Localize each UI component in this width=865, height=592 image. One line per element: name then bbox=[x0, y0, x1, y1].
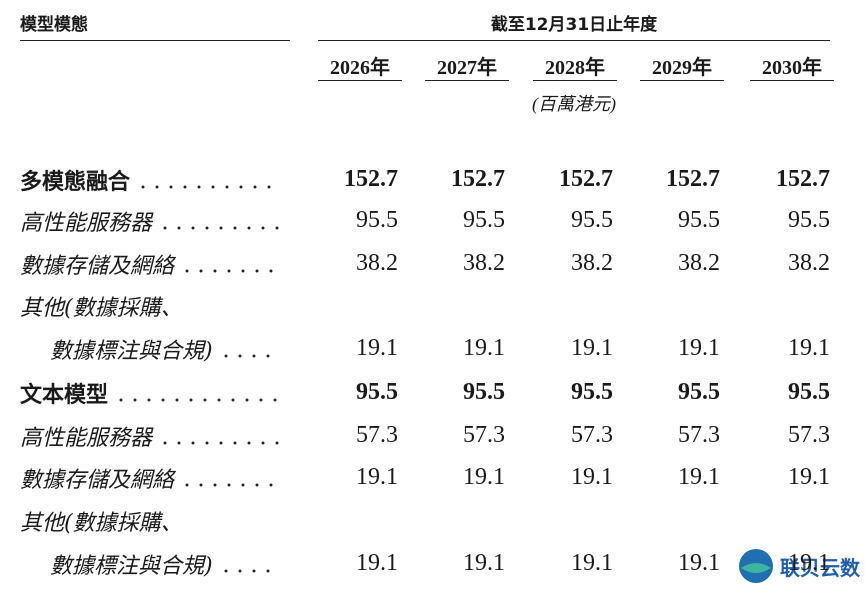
row-label: 多模態融合 bbox=[20, 166, 280, 196]
cell-value: 95.5 bbox=[678, 379, 720, 405]
cell-value: 38.2 bbox=[788, 250, 830, 276]
cell-value: 19.1 bbox=[678, 335, 720, 361]
cell-value: 57.3 bbox=[571, 422, 613, 448]
year-rule bbox=[425, 80, 509, 81]
cell-value: 19.1 bbox=[463, 335, 505, 361]
cell-value: 95.5 bbox=[788, 379, 830, 405]
cell-value: 38.2 bbox=[356, 250, 398, 276]
leader bbox=[218, 353, 280, 359]
year-header: 2029年 bbox=[652, 57, 712, 79]
row-label-text: 數據標注與合規) bbox=[50, 554, 213, 579]
row-label: 其他(數據採購、 bbox=[20, 292, 280, 322]
row-label-text: 數據存儲及網絡 bbox=[20, 254, 175, 279]
cell-value: 152.7 bbox=[666, 166, 720, 192]
row-label-text: 多模態融合 bbox=[20, 170, 131, 195]
cell-value: 19.1 bbox=[356, 335, 398, 361]
cell-value: 95.5 bbox=[571, 379, 613, 405]
cell-value: 19.1 bbox=[678, 550, 720, 576]
cell-value: 19.1 bbox=[463, 464, 505, 490]
year-rule bbox=[640, 80, 724, 81]
year-header: 2028年 bbox=[545, 57, 605, 79]
cell-value: 19.1 bbox=[463, 550, 505, 576]
unit: (百萬港元) bbox=[532, 94, 616, 114]
watermark: 联贝云数 bbox=[738, 548, 860, 584]
year-header: 2027年 bbox=[437, 57, 497, 79]
cell-value: 152.7 bbox=[559, 166, 613, 192]
cell-value: 57.3 bbox=[788, 422, 830, 448]
row-label-text: 數據標注與合規) bbox=[50, 339, 213, 364]
cell-value: 19.1 bbox=[788, 335, 830, 361]
cell-value: 95.5 bbox=[571, 207, 613, 233]
cell-value: 19.1 bbox=[571, 550, 613, 576]
leader bbox=[158, 440, 280, 446]
leader bbox=[218, 568, 280, 574]
cell-value: 19.1 bbox=[356, 550, 398, 576]
cell-value: 57.3 bbox=[356, 422, 398, 448]
year-rule bbox=[750, 80, 834, 81]
row-label: 文本模型 bbox=[20, 379, 280, 409]
watermark-logo bbox=[739, 549, 773, 583]
row-label: 數據存儲及網絡 bbox=[20, 250, 280, 280]
cell-value: 95.5 bbox=[356, 379, 398, 405]
row-label-text: 高性能服務器 bbox=[20, 211, 153, 236]
leader bbox=[114, 397, 280, 403]
cell-value: 57.3 bbox=[463, 422, 505, 448]
year-rule bbox=[533, 80, 617, 81]
year-header: 2030年 bbox=[762, 57, 822, 79]
cell-value: 38.2 bbox=[571, 250, 613, 276]
cell-value: 95.5 bbox=[356, 207, 398, 233]
cell-value: 57.3 bbox=[678, 422, 720, 448]
row-label-header: 模型模態 bbox=[20, 15, 88, 35]
cell-value: 19.1 bbox=[788, 464, 830, 490]
cell-value: 19.1 bbox=[356, 464, 398, 490]
watermark-text: 联贝云数 bbox=[780, 555, 860, 580]
cell-value: 95.5 bbox=[678, 207, 720, 233]
row-label-text: 其他(數據採購、 bbox=[20, 511, 183, 536]
cell-value: 19.1 bbox=[678, 464, 720, 490]
row-label: 數據存儲及網絡 bbox=[20, 464, 280, 494]
year-header: 2026年 bbox=[330, 57, 390, 79]
cell-value: 95.5 bbox=[463, 207, 505, 233]
cell-value: 38.2 bbox=[678, 250, 720, 276]
cell-value: 95.5 bbox=[788, 207, 830, 233]
leader bbox=[136, 184, 280, 190]
leader bbox=[180, 482, 280, 488]
leader bbox=[158, 225, 280, 231]
year-rule bbox=[318, 80, 402, 81]
header-rule bbox=[20, 40, 290, 41]
row-label-text: 高性能服務器 bbox=[20, 426, 153, 451]
cell-value: 152.7 bbox=[776, 166, 830, 192]
cell-value: 95.5 bbox=[463, 379, 505, 405]
cell-value: 19.1 bbox=[571, 335, 613, 361]
row-label-text: 文本模型 bbox=[20, 383, 109, 408]
cell-value: 19.1 bbox=[788, 550, 830, 576]
row-label: 其他(數據採購、 bbox=[20, 507, 280, 537]
row-label: 數據標注與合規) bbox=[50, 335, 280, 365]
cell-value: 19.1 bbox=[571, 464, 613, 490]
period-rule bbox=[318, 40, 830, 41]
row-label-text: 其他(數據採購、 bbox=[20, 296, 183, 321]
cell-value: 152.7 bbox=[451, 166, 505, 192]
cell-value: 152.7 bbox=[344, 166, 398, 192]
cell-value: 38.2 bbox=[463, 250, 505, 276]
row-label: 高性能服務器 bbox=[20, 422, 280, 452]
leader bbox=[180, 268, 280, 274]
row-label: 數據標注與合規) bbox=[50, 550, 280, 580]
row-label: 高性能服務器 bbox=[20, 207, 280, 237]
row-label-text: 數據存儲及網絡 bbox=[20, 468, 175, 493]
period-header: 截至12月31日止年度 bbox=[490, 15, 658, 35]
